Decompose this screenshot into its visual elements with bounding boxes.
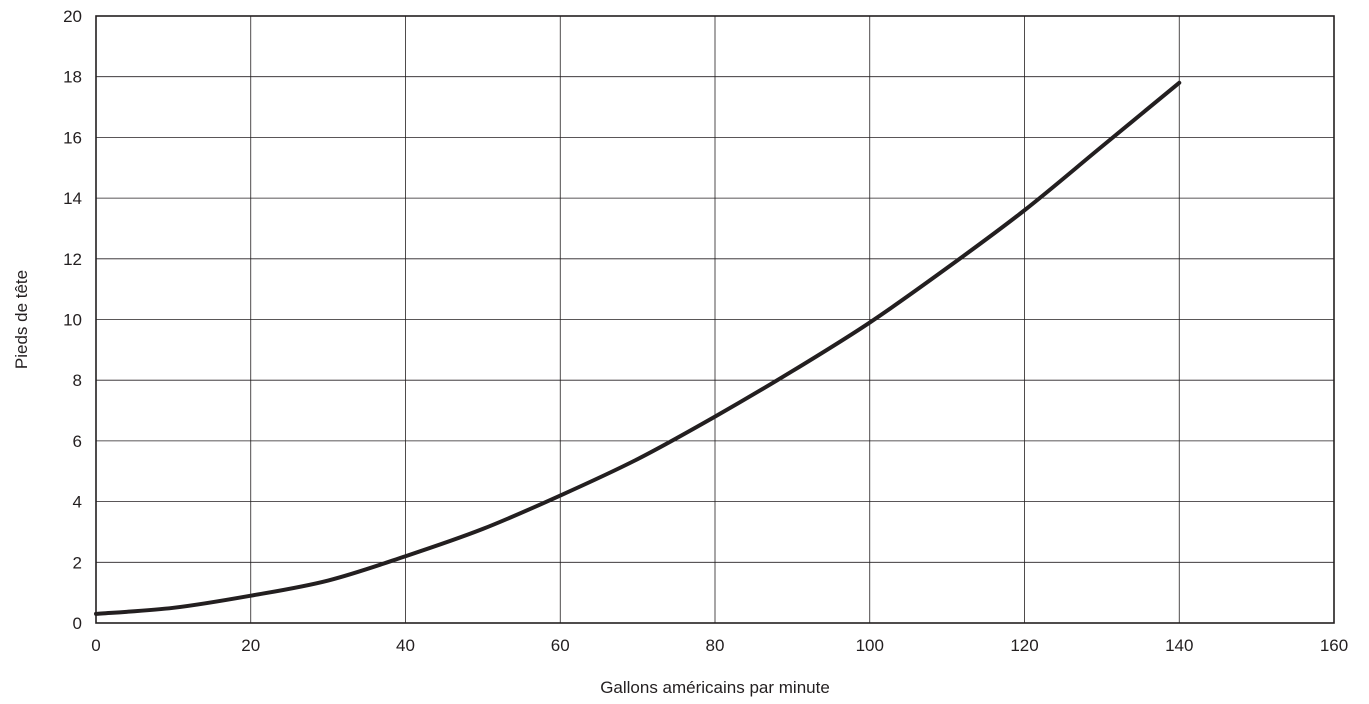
y-tick-label: 10	[63, 311, 82, 330]
x-tick-label: 0	[91, 636, 100, 655]
x-tick-label: 100	[856, 636, 884, 655]
y-axis-title: Pieds de tête	[12, 270, 31, 369]
y-tick-label: 8	[73, 371, 82, 390]
plot-area-frame	[95, 15, 1335, 624]
y-axis-tick-labels: 0 2 4 6 8 10 12 14 16 18 20	[63, 7, 82, 633]
y-tick-label: 14	[63, 189, 82, 208]
y-tick-label: 2	[73, 553, 82, 572]
x-axis-tick-labels: 0 20 40 60 80 100 120 140 160	[91, 636, 1348, 655]
x-tick-label: 120	[1010, 636, 1038, 655]
x-tick-label: 20	[241, 636, 260, 655]
x-tick-label: 160	[1320, 636, 1348, 655]
series-layer	[94, 80, 1182, 616]
y-tick-label: 12	[63, 250, 82, 269]
y-tick-label: 4	[73, 493, 82, 512]
x-axis-title: Gallons américains par minute	[600, 678, 830, 697]
series-line-0	[94, 80, 1182, 616]
y-tick-label: 20	[63, 7, 82, 26]
x-tick-label: 80	[706, 636, 725, 655]
grid	[95, 15, 1335, 624]
x-tick-label: 140	[1165, 636, 1193, 655]
y-tick-label: 6	[73, 432, 82, 451]
y-tick-label: 16	[63, 128, 82, 147]
x-tick-label: 60	[551, 636, 570, 655]
x-tick-label: 40	[396, 636, 415, 655]
y-tick-label: 18	[63, 68, 82, 87]
y-tick-label: 0	[73, 614, 82, 633]
